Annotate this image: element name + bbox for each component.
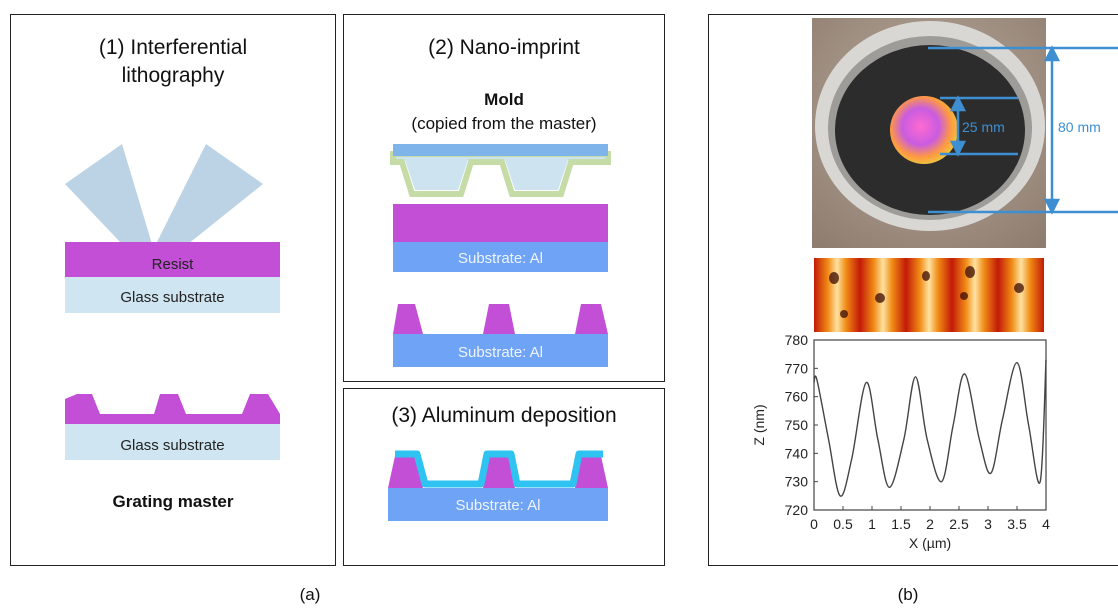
chart-plot-frame (813, 339, 1047, 511)
y-tick-label: 780 (785, 335, 809, 348)
grating-photo (812, 18, 1046, 248)
imprint-resist-layer (393, 204, 608, 242)
resist-layer (65, 242, 280, 277)
y-axis-label: Z (nm) (751, 404, 767, 445)
y-tick-label: 760 (785, 389, 809, 405)
panel1-title-line1: (1) Interferential (98, 36, 248, 59)
x-tick-label: 2.5 (949, 516, 969, 532)
y-tick-label: 750 (785, 417, 809, 433)
x-tick-label: 1.5 (891, 516, 911, 532)
x-axis-label: X (µm) (909, 535, 951, 551)
deposition-resist-profile (388, 456, 608, 488)
aluminum-deposition-diagram (388, 450, 608, 521)
caption-a: (a) (299, 585, 321, 604)
glass-substrate-bottom (65, 424, 280, 460)
x-tick-label: 3 (984, 516, 992, 532)
grating-master-caption: Grating master (112, 492, 234, 511)
mold-green-layer (390, 151, 611, 197)
substrate-label-1: Substrate: Al (457, 250, 544, 267)
deposition-substrate (388, 488, 608, 521)
deposition-substrate-label: Substrate: Al (455, 497, 541, 514)
afm-stripes (814, 258, 1044, 332)
inner-arrow-head-bottom (949, 140, 967, 157)
x-tick-label: 3.5 (1007, 516, 1027, 532)
nano-imprint-diagram (390, 144, 611, 367)
mold-subtitle: (copied from the master) (411, 114, 597, 133)
grating-resist-profile (65, 394, 280, 424)
panel3-title: (3) Aluminum deposition (391, 404, 617, 427)
y-tick-label: 730 (785, 474, 809, 490)
height-profile-chart: 720 730 740 750 760 770 780 0 0.5 1 1.5 2 2.5 3 3.5 4 X … (751, 335, 1050, 551)
x-tick-label: 0 (810, 516, 818, 532)
aluminum-coating (395, 450, 603, 488)
lithography-diagram (65, 144, 280, 460)
mold-title: Mold (484, 90, 524, 109)
mold-top-plate (393, 144, 608, 156)
glass-label-top: Glass substrate (120, 289, 225, 306)
mold-body (393, 156, 608, 190)
afm-dark-spots (829, 266, 1024, 318)
imprint-substrate-1 (393, 242, 608, 272)
inner-arrow-head-top (949, 95, 967, 112)
glass-substrate-top (65, 277, 280, 313)
y-tick-label: 740 (785, 445, 809, 461)
x-tick-label: 2 (926, 516, 934, 532)
y-tick-label: 720 (785, 502, 809, 518)
dimension-outer-label: 80 mm (1058, 119, 1101, 135)
y-tick-label: 770 (785, 360, 809, 376)
glass-label-bottom: Glass substrate (120, 437, 225, 454)
afm-map (814, 258, 1044, 332)
outer-arrow-head-top (1043, 45, 1061, 62)
laser-beam-left (65, 144, 152, 244)
panel1-title-line2: lithography (121, 64, 225, 87)
resist-label: Resist (151, 256, 194, 273)
substrate-label-2: Substrate: Al (457, 344, 544, 361)
caption-b: (b) (897, 585, 919, 604)
dimension-lines (928, 45, 1118, 215)
profile-series-line (813, 359, 1047, 497)
panel2-title: (2) Nano-imprint (428, 36, 580, 59)
dimension-inner-label: 25 mm (962, 119, 1005, 135)
x-tick-label: 4 (1042, 516, 1050, 532)
imprint-substrate-2 (393, 334, 608, 367)
x-tick-label: 1 (868, 516, 876, 532)
x-tick-label: 0.5 (833, 516, 853, 532)
imprint-resist-profile (393, 304, 608, 334)
grating-sample (890, 96, 958, 164)
outer-arrow-head-bottom (1043, 198, 1061, 215)
laser-beam-right (156, 144, 263, 244)
